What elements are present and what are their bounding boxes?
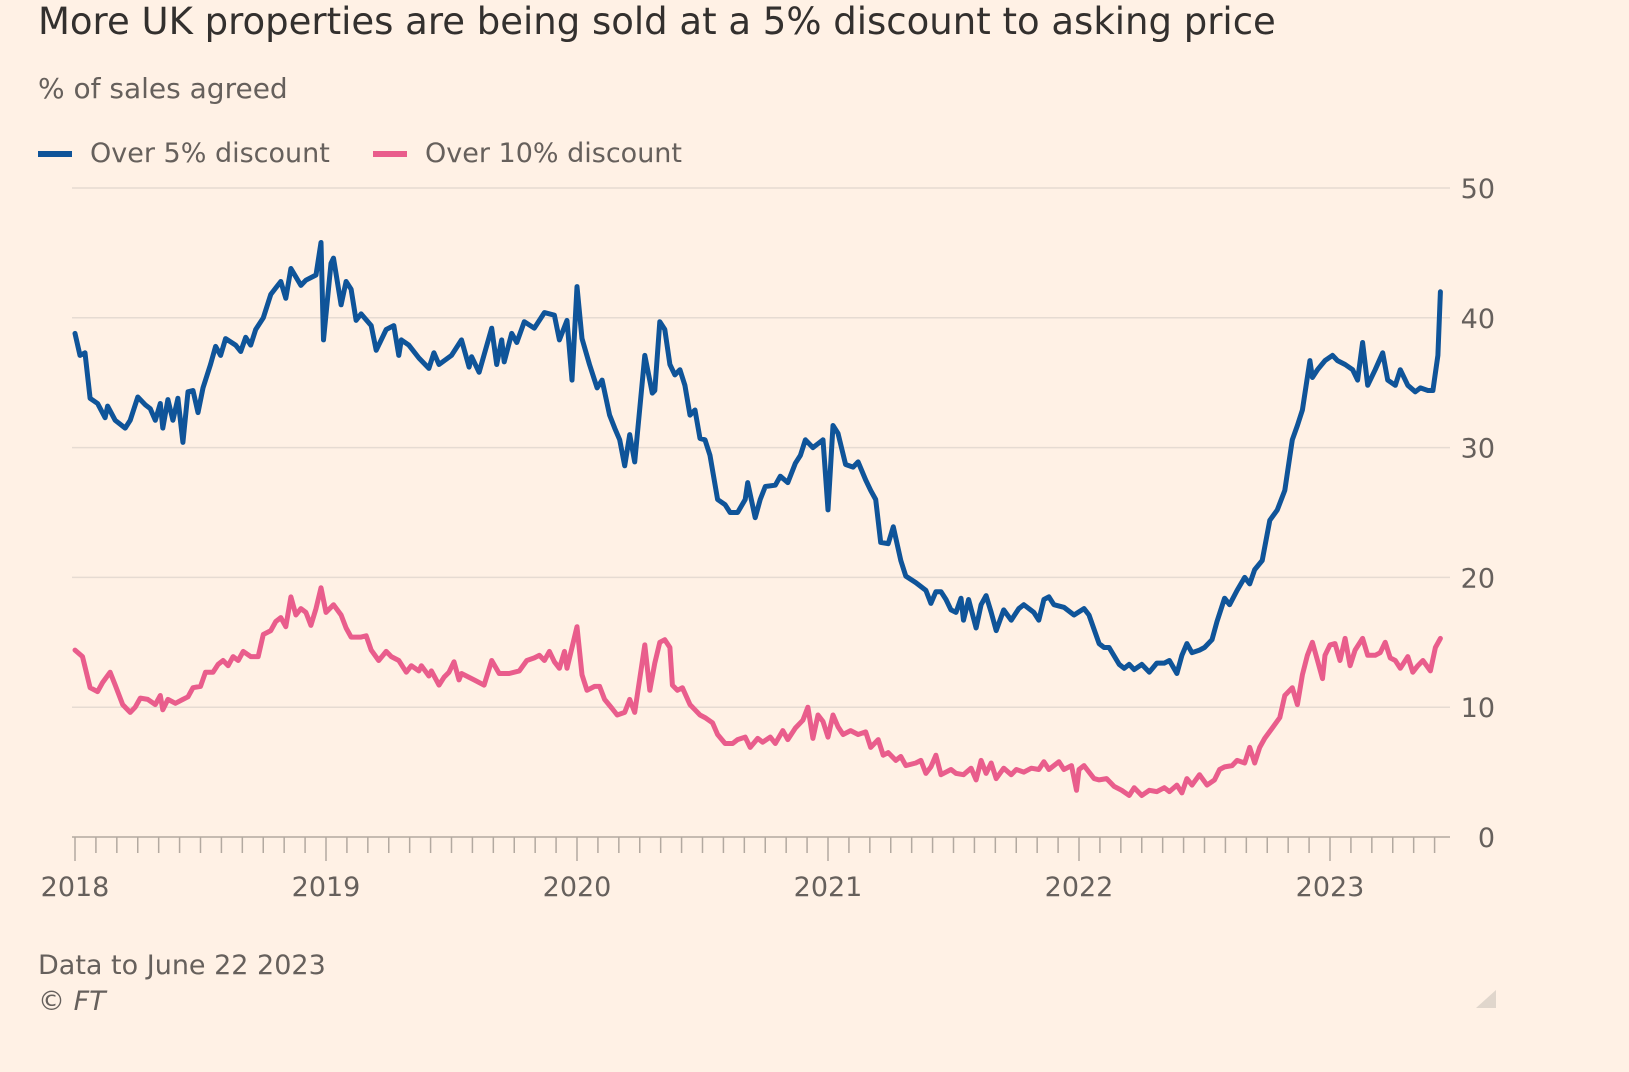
series-line-over-10-discount	[72, 585, 1443, 798]
series-lines	[72, 240, 1443, 798]
legend-swatch-blue	[38, 150, 72, 157]
y-tick-label: 40	[1461, 304, 1495, 335]
legend-item-over-10: Over 10% discount	[373, 138, 682, 169]
resize-handle-icon	[1476, 990, 1496, 1008]
x-tick-label: 2023	[1296, 872, 1365, 903]
x-tick-label: 2019	[292, 872, 361, 903]
footnote: Data to June 22 2023	[38, 950, 326, 981]
x-tick-label: 2018	[41, 872, 110, 903]
x-tick-label: 2020	[543, 872, 612, 903]
y-tick-label: 30	[1461, 434, 1495, 465]
source-credit: © FT	[38, 986, 106, 1017]
y-tick-label: 20	[1461, 563, 1495, 594]
y-tick-label: 10	[1461, 693, 1495, 724]
y-tick-label: 0	[1478, 823, 1495, 854]
chart-subtitle: % of sales agreed	[38, 72, 288, 105]
legend-label: Over 10% discount	[425, 138, 683, 169]
y-axis: 0 10 20 30 40 50	[1461, 174, 1495, 854]
x-tick-label: 2022	[1045, 872, 1114, 903]
legend-swatch-pink	[373, 150, 407, 157]
series-line-over-5-discount	[72, 240, 1443, 676]
legend-label: Over 5% discount	[90, 138, 330, 169]
gridlines	[72, 187, 1450, 708]
x-axis: 2018 2019 2020 2021 2022 2023	[41, 836, 1450, 903]
chart-title: More UK properties are being sold at a 5…	[38, 0, 1276, 43]
legend-item-over-5: Over 5% discount	[38, 138, 330, 169]
y-tick-label: 50	[1461, 174, 1495, 205]
x-tick-label: 2021	[794, 872, 863, 903]
